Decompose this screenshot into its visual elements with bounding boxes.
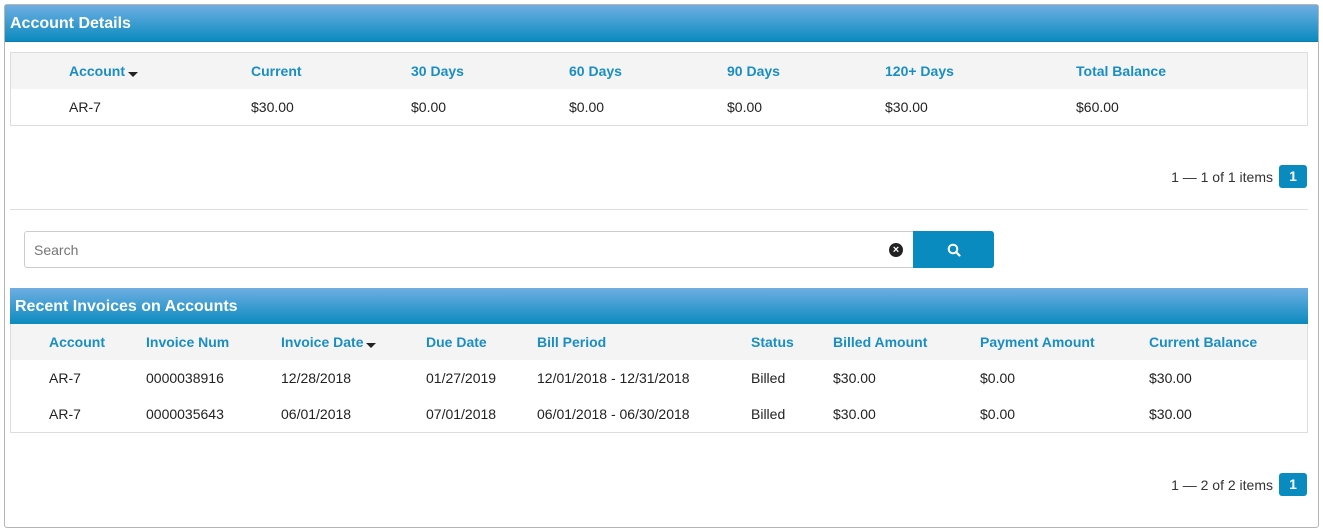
table-cell: $30.00 [1149,406,1192,422]
table-cell: 07/01/2018 [426,406,497,422]
column-label: 90 Days [727,63,780,79]
column-header-payment-amount[interactable]: Payment Amount [980,324,1095,360]
table-cell: $0.00 [411,99,447,115]
table-cell: $0.00 [980,406,1016,422]
table-cell: $30.00 [1149,370,1192,386]
table-cell: AR-7 [49,370,81,386]
page-button-1[interactable]: 1 [1279,165,1307,188]
account-details-grid: Account Current 30 Days 60 Days 90 Days 120+ … [10,52,1308,126]
table-cell: $0.00 [569,99,605,115]
column-label: Current Balance [1149,334,1258,350]
account-details-title: Account Details [5,5,1318,42]
column-header-due-date[interactable]: Due Date [426,324,487,360]
table-cell: $30.00 [251,99,294,115]
pager-summary: 1 — 2 of 2 items [1171,476,1273,493]
column-header-120-days[interactable]: 120+ Days [885,53,954,89]
column-label: 60 Days [569,63,622,79]
column-label: Invoice Date [281,334,364,350]
recent-invoices-grid: Account Invoice Num Invoice Date Due Date Bi… [10,324,1308,433]
search-button[interactable] [913,231,994,268]
table-cell: AR-7 [69,99,101,115]
column-label: Invoice Num [146,334,230,350]
page-button-1[interactable]: 1 [1279,473,1307,496]
column-header-account[interactable]: Account [49,324,105,360]
recent-invoices-title: Recent Invoices on Accounts [10,288,1308,325]
column-label: Account [69,63,125,79]
column-header-bill-period[interactable]: Bill Period [537,324,606,360]
column-label: Payment Amount [980,334,1095,350]
column-label: Status [751,334,794,350]
table-row[interactable]: AR-7 0000035643 06/01/2018 07/01/2018 06/01/… [11,396,1307,432]
column-header-total-balance[interactable]: Total Balance [1076,53,1166,89]
table-cell: $60.00 [1076,99,1119,115]
table-cell: 06/01/2018 - 06/30/2018 [537,406,690,422]
divider [10,209,1308,210]
times-circle-icon[interactable]: × [889,243,903,257]
column-header-90-days[interactable]: 90 Days [727,53,780,89]
table-cell: Billed [751,406,786,422]
column-label: 120+ Days [885,63,954,79]
column-label: Billed Amount [833,334,928,350]
column-header-account[interactable]: Account [69,53,138,89]
table-cell: $30.00 [885,99,928,115]
table-cell: $0.00 [980,370,1016,386]
column-label: Due Date [426,334,487,350]
sort-desc-icon [128,72,138,77]
table-row[interactable]: AR-7 $30.00 $0.00 $0.00 $0.00 $30.00 $60.00 [11,89,1307,125]
table-cell: 06/01/2018 [281,406,352,422]
column-header-30-days[interactable]: 30 Days [411,53,464,89]
column-label: Current [251,63,302,79]
column-label: Bill Period [537,334,607,350]
account-panel: Account Details Account Current 30 Days 60 … [4,4,1319,528]
table-cell: $0.00 [727,99,763,115]
column-header-billed-amount[interactable]: Billed Amount [833,324,927,360]
table-cell: $30.00 [833,406,876,422]
grid-header-row: Account Current 30 Days 60 Days 90 Days 120+ … [11,53,1307,89]
column-header-current[interactable]: Current [251,53,302,89]
column-header-invoice-date[interactable]: Invoice Date [281,324,377,360]
pager-summary: 1 — 1 of 1 items [1171,168,1273,185]
column-label: Total Balance [1076,63,1166,79]
table-cell: 01/27/2019 [426,370,497,386]
column-header-status[interactable]: Status [751,324,794,360]
column-header-60-days[interactable]: 60 Days [569,53,622,89]
table-cell: 12/28/2018 [281,370,352,386]
column-label: 30 Days [411,63,464,79]
sort-desc-icon [366,343,377,348]
search-icon [947,243,961,257]
table-cell: 12/01/2018 - 12/31/2018 [537,370,690,386]
column-header-current-balance[interactable]: Current Balance [1149,324,1257,360]
account-pager: 1 — 1 of 1 items 1 [1171,165,1307,188]
column-label: Account [49,334,105,350]
table-cell: 0000035643 [146,406,224,422]
table-cell: 0000038916 [146,370,224,386]
table-cell: $30.00 [833,370,876,386]
grid-header-row: Account Invoice Num Invoice Date Due Date Bi… [11,324,1307,360]
table-row[interactable]: AR-7 0000038916 12/28/2018 01/27/2019 12/01/… [11,360,1307,396]
invoices-pager: 1 — 2 of 2 items 1 [1171,473,1307,496]
table-cell: Billed [751,370,786,386]
table-cell: AR-7 [49,406,81,422]
search-input[interactable] [24,231,914,268]
column-header-invoice-num[interactable]: Invoice Num [146,324,229,360]
